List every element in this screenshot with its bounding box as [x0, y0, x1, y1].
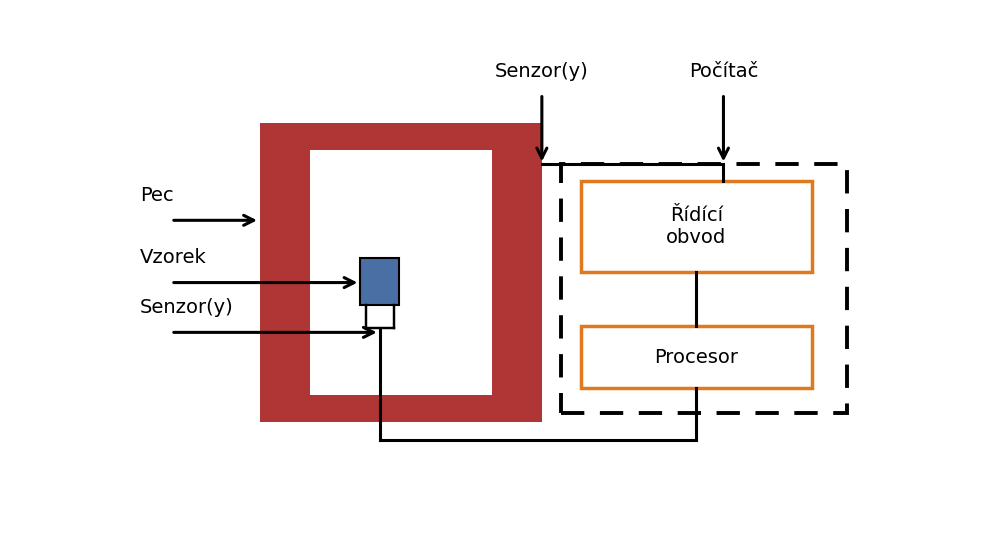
Bar [360, 258, 399, 306]
Bar [310, 150, 492, 395]
Text: Řídící
obvod: Řídící obvod [666, 206, 727, 247]
Bar [580, 326, 813, 389]
Bar [260, 123, 542, 421]
Bar [561, 164, 847, 413]
Text: Senzor(y): Senzor(y) [140, 298, 234, 317]
Text: Pec: Pec [140, 186, 173, 205]
Text: Vzorek: Vzorek [140, 248, 206, 267]
Bar [580, 181, 813, 272]
Text: Senzor(y): Senzor(y) [495, 63, 589, 81]
Text: Počítač: Počítač [689, 63, 758, 81]
Text: Procesor: Procesor [654, 348, 739, 367]
